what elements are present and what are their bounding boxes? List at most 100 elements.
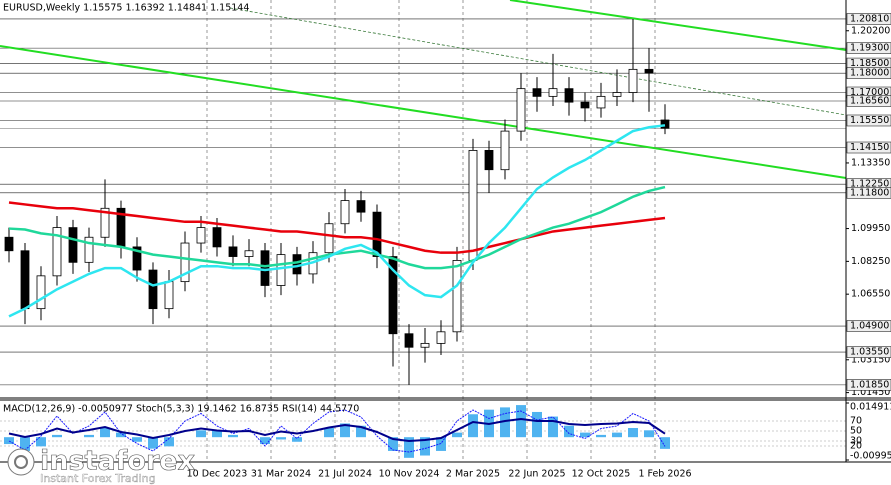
macd-bar [340, 423, 350, 438]
marks [4, 18, 670, 458]
indicator-title: MACD(12,26,9) -0.0050977 Stoch(5,3,3) 19… [3, 404, 359, 415]
candle-body [500, 130, 510, 171]
candle-body [644, 68, 654, 74]
macd-bar [532, 411, 542, 438]
macd-bar [100, 428, 110, 438]
indicator-tick-label: 0.0149116 [850, 402, 891, 413]
grid [0, 0, 849, 462]
macd-bar [36, 437, 46, 447]
candle-body [388, 256, 398, 335]
candle-body [244, 250, 254, 257]
candle-body [660, 119, 670, 129]
macd-bar [660, 437, 670, 449]
ma-line [8, 124, 666, 318]
trend-line [229, 7, 847, 116]
level-box [846, 95, 891, 107]
chart-title: EURUSD,Weekly 1.15575 1.16392 1.14841 1.… [3, 3, 249, 14]
x-tick-label: 21 Jul 2024 [318, 469, 372, 480]
candle-body [324, 223, 334, 254]
logo-icon [7, 448, 35, 476]
level-label: 1.20810 [850, 13, 889, 24]
macd-bar [404, 437, 414, 458]
level-box [846, 114, 891, 127]
level-box [846, 187, 891, 199]
level-box [846, 320, 891, 332]
y-tick-label: 1.06550 [851, 289, 890, 300]
level-label: 1.18500 [850, 58, 889, 69]
level-label: 1.16560 [850, 96, 889, 107]
macd-bar [4, 437, 14, 445]
macd-bar [612, 432, 622, 438]
candle-body [20, 250, 30, 310]
osc-tick-label: 30 [850, 436, 862, 447]
candle-body [36, 275, 46, 310]
level-label: 1.15550 [850, 115, 889, 126]
candle-body [564, 88, 574, 103]
candle-body [132, 246, 142, 271]
candle-body [372, 211, 382, 257]
osc-tick-label: 20 [850, 441, 862, 452]
macd-bar [324, 428, 334, 438]
candle-body [100, 207, 110, 238]
rsi-line [8, 417, 666, 443]
candle-body [436, 331, 446, 344]
candle-body [484, 150, 494, 171]
macd-bar [468, 414, 478, 438]
macd-bar [196, 430, 206, 438]
candle-body [212, 227, 222, 248]
macd-bar [212, 430, 222, 438]
indicator-tick-label: -0.009951 [850, 451, 891, 462]
logo-icon [14, 455, 28, 469]
macd-bar [388, 437, 398, 451]
level-label: 1.18000 [850, 68, 889, 79]
osc-tick-label: 50 [850, 426, 862, 437]
x-tick-label: 31 Mar 2024 [251, 469, 311, 480]
level-label: 1.14150 [850, 142, 889, 153]
candle-body [596, 95, 606, 109]
candle-body [612, 92, 622, 97]
macd-bar [84, 434, 94, 438]
level-label: 1.19300 [850, 43, 889, 54]
candle-body [420, 342, 430, 348]
macd-bar [564, 425, 574, 438]
candle-body [4, 236, 14, 252]
candle-body [468, 150, 478, 261]
x-tick-label: 22 Jun 2025 [508, 469, 565, 480]
macd-bar [516, 405, 526, 438]
macd-bar [228, 434, 238, 438]
level-label: 1.12250 [850, 179, 889, 190]
y-tick-label: 1.20200 [851, 25, 890, 36]
y-tick-label: 1.09950 [851, 223, 890, 234]
candle-body [196, 227, 206, 244]
level-box [846, 42, 891, 54]
x-tick-label: 12 Oct 2025 [572, 469, 631, 480]
level-label: 1.04900 [850, 321, 889, 332]
y-tick-label: 1.03150 [851, 354, 890, 365]
candle-body [404, 333, 414, 348]
logo-tagline: Instant Forex Trading [40, 472, 156, 485]
stoch-line [8, 409, 666, 453]
candle-body [52, 227, 62, 277]
level-label: 1.01850 [850, 379, 889, 390]
candle-body [260, 250, 270, 286]
x-tick-label: 10 Nov 2024 [379, 469, 440, 480]
macd-bar [164, 437, 174, 447]
candle-body [164, 281, 174, 310]
candle-body [276, 254, 286, 286]
level-box [846, 13, 891, 25]
candle-body [148, 269, 158, 310]
x-tick-label: 10 Dec 2023 [187, 469, 248, 480]
level-box [846, 141, 891, 154]
level-label: 1.03550 [850, 347, 889, 358]
macd-bar [436, 437, 446, 451]
trend-line [0, 45, 847, 179]
macd-bar [548, 416, 558, 438]
macd-bar [292, 437, 302, 442]
macd-bar [580, 432, 590, 438]
macd-bar [452, 432, 462, 438]
level-box [846, 67, 891, 79]
candle-body [580, 101, 590, 109]
ma-line [8, 201, 666, 254]
